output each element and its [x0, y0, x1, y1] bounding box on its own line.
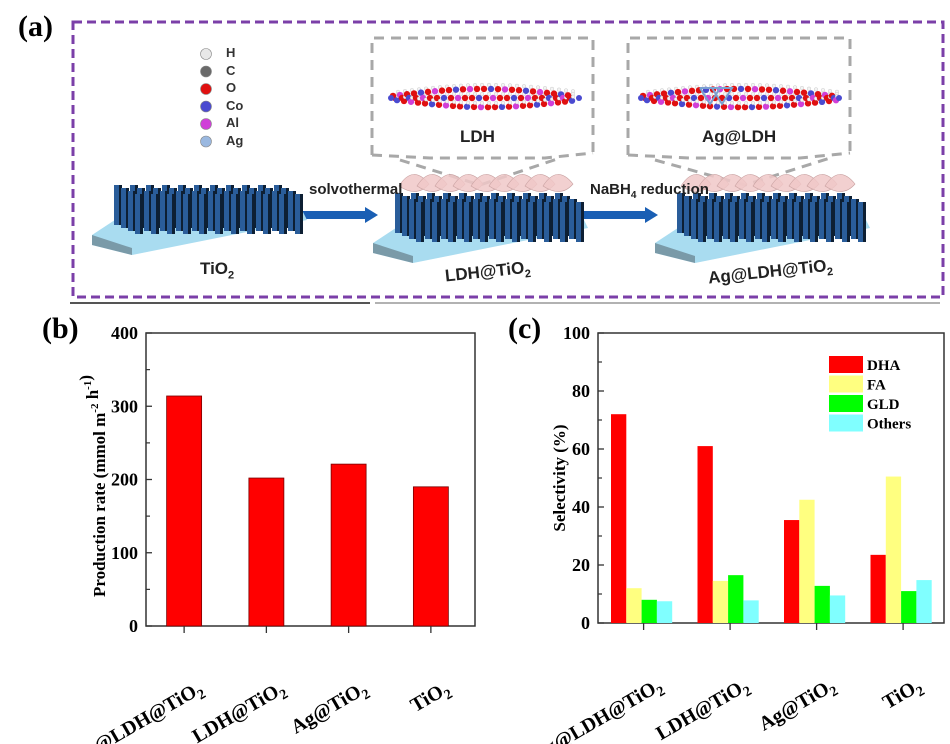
legend-label: FA: [867, 378, 886, 394]
ldh-molecule-icon: [388, 82, 582, 111]
legend-atom-ag-icon: [200, 135, 212, 148]
legend-atom-label: H: [226, 45, 236, 60]
step2-label-rest: reduction: [636, 181, 709, 198]
y-axis-label: Selectivity (%): [550, 424, 569, 531]
legend-label: GLD: [867, 397, 900, 413]
bar-dha-1: [697, 446, 713, 623]
legend-atom-label: Al: [226, 115, 239, 130]
stage3-sub: 2: [826, 265, 834, 279]
legend-atom-label: Ag: [226, 132, 244, 148]
step2-label-main: NaBH: [590, 181, 631, 198]
panel-c-label: (c): [508, 312, 542, 345]
stage1-main: TiO: [200, 259, 229, 278]
panel-b-label: (b): [42, 312, 79, 345]
bar-dha-3: [870, 554, 886, 623]
x-tick-label: Ag@LDH@TiO2: [69, 677, 209, 744]
bar-gld-3: [901, 591, 917, 623]
legend-swatch-dha: [829, 356, 863, 373]
x-tick-label: TiO2: [879, 674, 928, 717]
legend-swatch-gld: [829, 395, 863, 412]
legend-atom-c-icon: [200, 65, 212, 78]
legend-atom-co-icon: [200, 100, 212, 113]
inset-agldh: [626, 36, 852, 187]
stage2-sub: 2: [524, 267, 532, 281]
y-axis-label: Production rate (mmol m-2 h-1): [76, 375, 109, 597]
inset2-label: Ag@LDH: [702, 127, 777, 146]
legend-swatch-fa: [829, 375, 863, 393]
legend-label: DHA: [867, 358, 901, 374]
bar-gld-2: [814, 585, 830, 623]
legend-label: Others: [867, 417, 911, 433]
bar-gld-1: [728, 575, 744, 623]
bar-2: [330, 463, 367, 627]
bar-fa-2: [799, 499, 815, 623]
legend-atom-h-icon: [200, 48, 212, 60]
bar-3: [412, 486, 449, 627]
y-tick-label: 100: [111, 543, 138, 563]
ag-cluster-icon: [699, 87, 734, 106]
arrow-reduction-icon: [583, 207, 658, 223]
inset-ldh: [370, 36, 595, 187]
bar-gld-0: [641, 599, 657, 623]
legend-swatch-others: [829, 414, 863, 432]
bar-fa-0: [626, 588, 642, 623]
tio2-nanorod-array-icon: [92, 185, 307, 255]
bar-fa-3: [885, 476, 902, 623]
bar-others-1: [743, 600, 759, 623]
legend-atom-label: O: [226, 80, 237, 95]
y-tick-label: 100: [563, 323, 590, 343]
y-tick-label: 300: [111, 396, 138, 416]
x-tick-label: TiO2: [407, 677, 456, 720]
bar-0: [166, 395, 203, 627]
panel-a-frame: [71, 20, 945, 299]
bar-others-2: [829, 595, 846, 623]
y-tick-label: 0: [581, 613, 590, 633]
step2-label: NaBH4 reduction: [590, 181, 709, 201]
y-tick-label: 20: [572, 555, 590, 575]
production-rate-chart: 0 100 200 300 400 Production rate (mmol m-2 …: [69, 323, 476, 744]
panel-a-label: (a): [18, 10, 53, 43]
step2-label-sub: 4: [630, 190, 637, 201]
bar-others-3: [916, 580, 932, 623]
inset1-label: LDH: [460, 127, 495, 146]
y-tick-label: 60: [572, 439, 590, 459]
agldh-molecule-icon: [638, 82, 842, 111]
legend-atom-o-icon: [200, 83, 212, 95]
y-tick-label: 200: [111, 470, 138, 490]
panel-a-schematic: [70, 20, 945, 304]
bar-dha-0: [611, 414, 627, 623]
legend-atom-label: Co: [226, 97, 244, 113]
bar-dha-2: [784, 520, 800, 623]
bar-fa-1: [712, 580, 729, 623]
x-tick-label: Ag@LDH@TiO2: [529, 674, 669, 744]
bar-others-0: [656, 601, 673, 623]
stage1-sub: 2: [228, 269, 235, 282]
x-tick-label: LDH@TiO2: [652, 674, 754, 744]
x-tick-label: Ag@TiO2: [287, 677, 373, 742]
arrow-solvothermal-icon: [303, 207, 378, 223]
y-tick-label: 40: [572, 497, 590, 517]
x-tick-label: LDH@TiO2: [189, 677, 291, 744]
step1-label: solvothermal: [309, 181, 403, 198]
ag-ldh-tio2-array-icon: [655, 174, 870, 263]
bar-1: [248, 477, 285, 627]
legend-atom-al-icon: [200, 118, 212, 130]
y-tick-label: 400: [111, 323, 138, 343]
x-tick-label: Ag@TiO2: [755, 674, 841, 739]
ldh-tio2-array-icon: [373, 174, 588, 263]
selectivity-chart: 0 20 40 60 80 100 Selectivity (%) DHA FA GLD Oth…: [529, 323, 945, 744]
y-tick-label: 0: [129, 616, 138, 636]
stage1-label: TiO2: [200, 259, 234, 281]
legend-atom-label: C: [226, 62, 236, 78]
y-tick-label: 80: [572, 381, 590, 401]
